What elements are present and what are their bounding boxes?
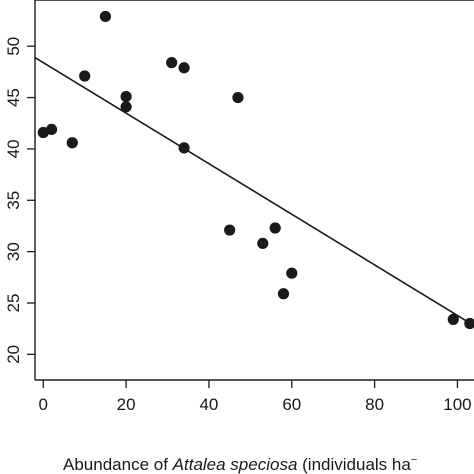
y-axis-ticks: 20 25 30 35 40 45 50	[4, 37, 35, 364]
x-tick-label: 40	[199, 395, 218, 414]
y-tick-label: 30	[4, 242, 23, 261]
x-tick-label: 60	[282, 395, 301, 414]
y-tick-label: 40	[4, 139, 23, 158]
x-tick-label: 20	[117, 395, 136, 414]
data-point	[232, 91, 244, 104]
y-tick-label: 35	[4, 191, 23, 210]
data-point	[45, 123, 58, 136]
x-tick-label: 100	[443, 395, 471, 414]
data-point	[257, 237, 269, 250]
data-points	[37, 10, 474, 330]
x-axis-title-superscript: −	[411, 454, 417, 466]
y-tick-label: 45	[4, 88, 23, 107]
x-axis-title: Abundance of Attalea speciosa (individua…	[63, 454, 417, 474]
y-tick-label: 25	[4, 294, 23, 313]
data-point	[166, 57, 178, 69]
data-point	[277, 288, 290, 300]
data-point	[178, 62, 190, 74]
plot-frame	[34, 0, 474, 381]
data-point	[79, 70, 91, 82]
data-point	[269, 222, 281, 234]
data-point	[120, 90, 132, 103]
x-axis-ticks: 0 20 40 60 80 100	[39, 380, 472, 414]
data-point	[286, 267, 298, 279]
regression-line	[34, 56, 474, 327]
y-tick-label: 50	[4, 37, 23, 56]
data-point	[66, 137, 78, 149]
regression-line-group	[34, 56, 474, 327]
data-point	[120, 101, 132, 113]
x-tick-label: 80	[365, 395, 384, 414]
data-point	[447, 313, 459, 326]
x-tick-label: 0	[39, 395, 48, 414]
data-point	[99, 10, 112, 23]
data-point	[224, 224, 236, 236]
x-axis-title-part: (individuals ha	[297, 455, 411, 474]
data-point	[464, 317, 474, 330]
y-tick-label: 20	[4, 345, 23, 364]
x-axis-title-part: Attalea speciosa	[172, 455, 298, 474]
data-point	[178, 142, 190, 154]
x-axis-title-part: Abundance of	[63, 455, 173, 474]
